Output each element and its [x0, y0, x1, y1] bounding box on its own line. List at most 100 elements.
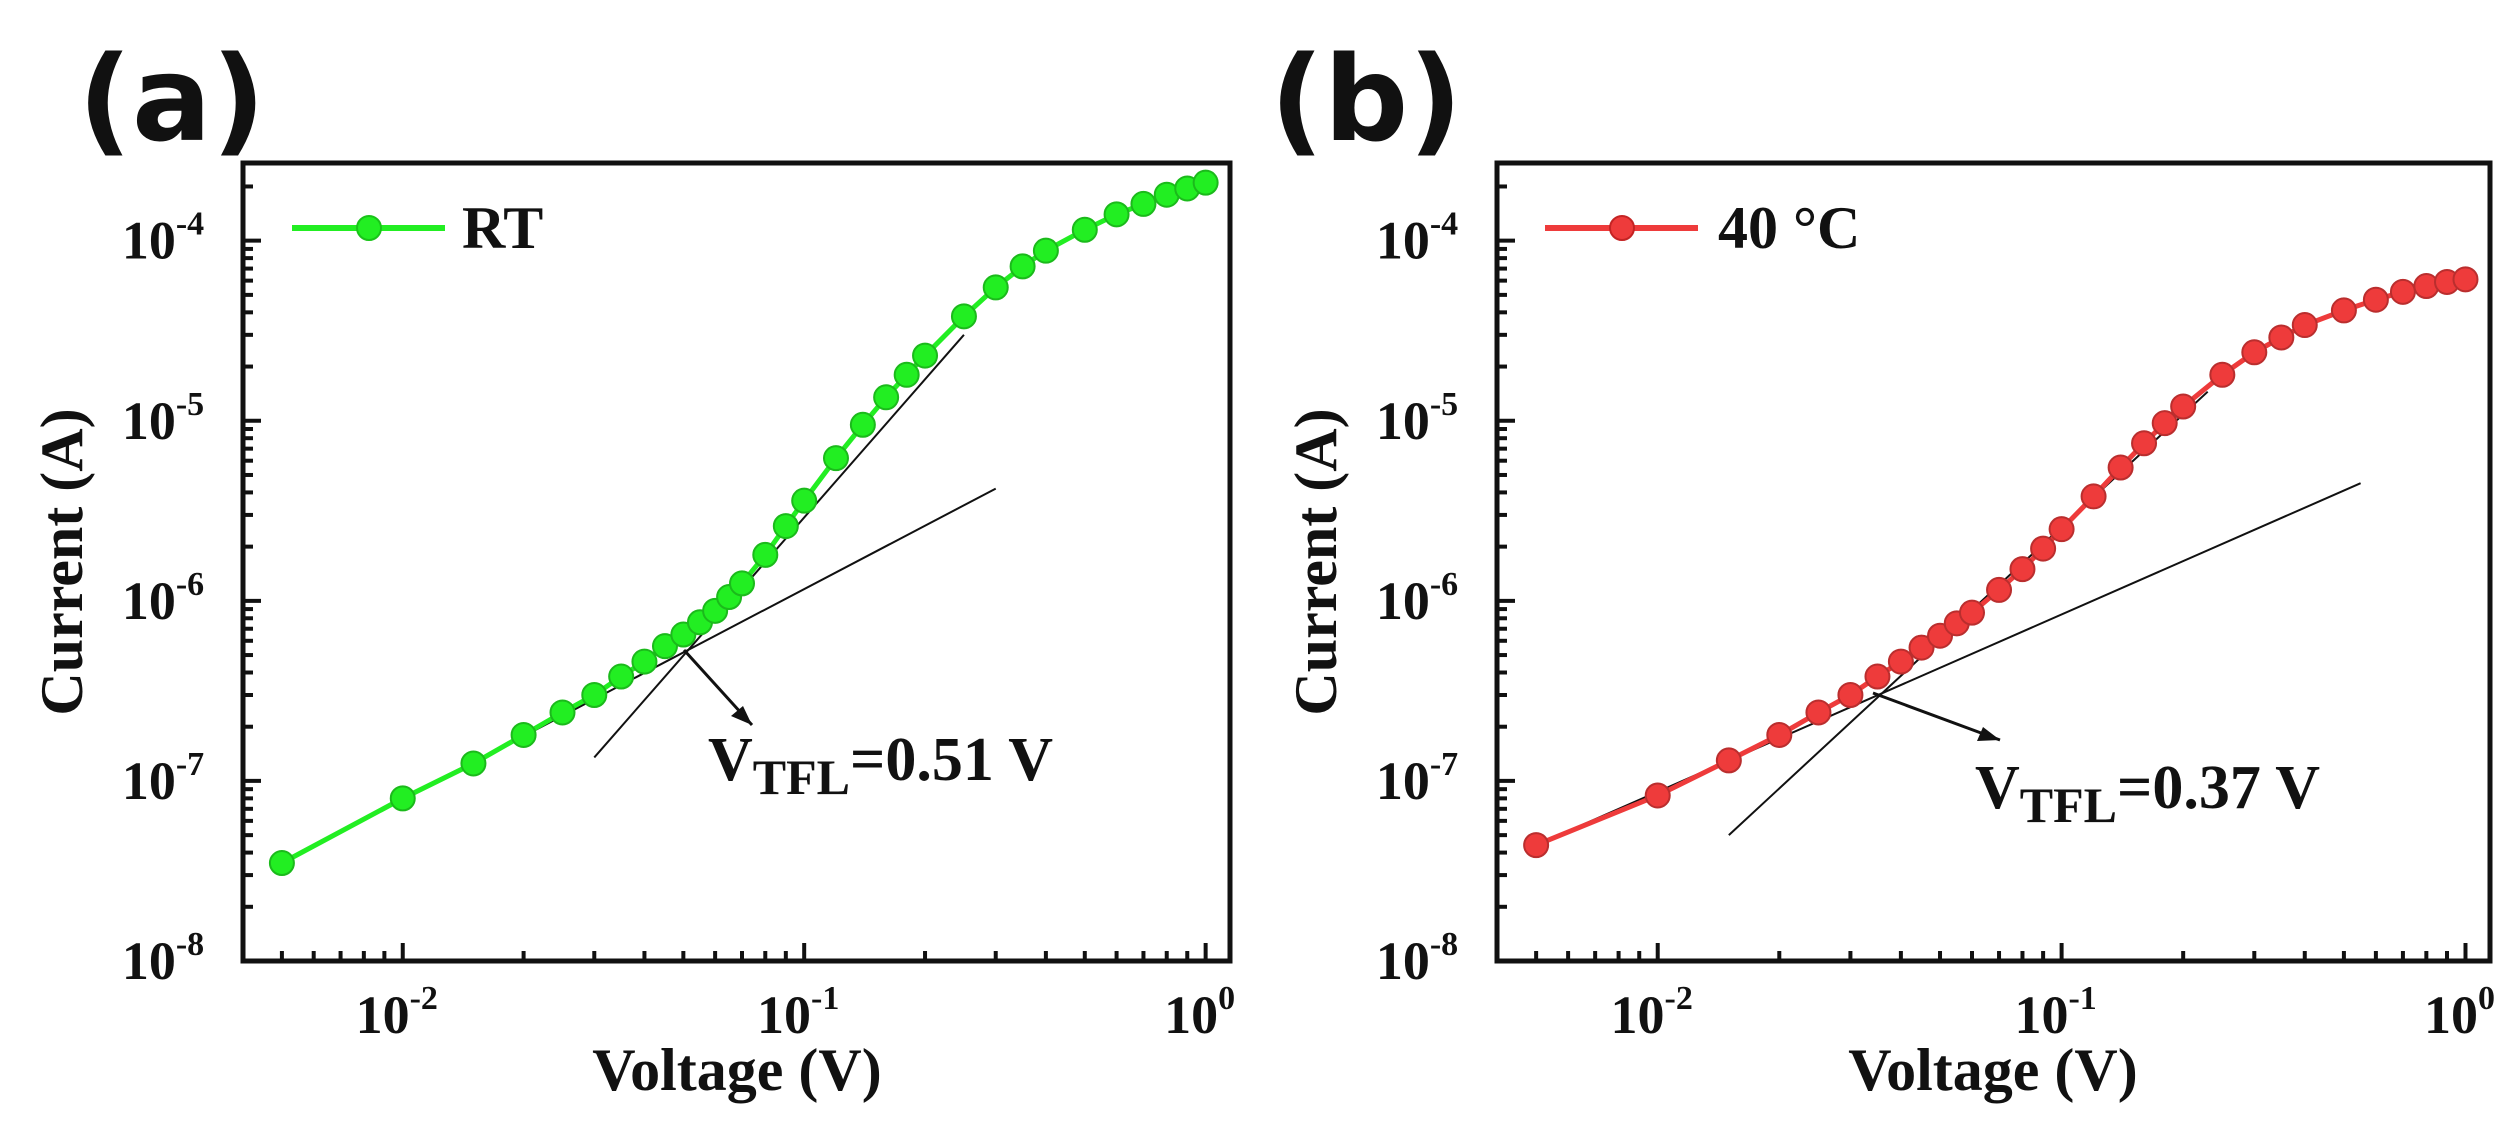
data-points [1523, 266, 2479, 859]
legend-label: RT [462, 195, 543, 261]
legend: 40 °C [1545, 195, 1860, 261]
data-point [2362, 286, 2389, 313]
data-point [1908, 634, 1935, 661]
data-point [822, 445, 849, 472]
data-point [1071, 216, 1098, 243]
data-point [1715, 747, 1742, 774]
x-axis-title: Voltage (V) [1848, 1037, 2137, 1103]
data-point [2009, 556, 2036, 583]
data-point [2209, 361, 2236, 388]
data-point [1644, 782, 1671, 809]
data-point [1103, 201, 1130, 228]
x-tick-label: 100 [1164, 980, 1235, 1045]
data-point [772, 513, 799, 540]
legend: RT [292, 195, 543, 261]
x-tick-label: 10-1 [757, 980, 839, 1045]
data-point [2268, 324, 2295, 351]
y-axis: 10-8 10-7 10-6 10-5 10-4 [1376, 184, 1515, 991]
y-axis: 10-8 10-7 10-6 10-5 10-4 [122, 184, 261, 991]
data-point [893, 361, 920, 388]
legend-label: 40 °C [1718, 195, 1860, 261]
annotation-arrow-head [1977, 727, 2000, 741]
data-point [2151, 410, 2178, 437]
data-point [1805, 699, 1832, 726]
data-point [510, 721, 537, 748]
x-tick-label: 10-2 [356, 980, 438, 1045]
data-point [912, 342, 939, 369]
data-point [1032, 237, 1059, 264]
data-point [581, 682, 608, 708]
data-point [950, 303, 977, 330]
plot-frame [1494, 160, 2493, 964]
data-points [268, 169, 1219, 877]
data-point [1130, 190, 1157, 217]
data-point [752, 541, 779, 568]
data-point [651, 633, 678, 660]
panel-label: (a) [78, 30, 266, 168]
data-point [631, 648, 658, 675]
y-tick-label: 10-6 [1376, 566, 1458, 631]
vtfl-annotation: VTFL=0.51 V [682, 648, 1053, 805]
y-tick-label: 10-8 [122, 926, 204, 991]
x-axis: 10-2 10-1 100 [241, 943, 1235, 1045]
data-point [2170, 393, 2197, 420]
data-point [1837, 682, 1864, 708]
data-point [849, 411, 876, 438]
y-tick-label: 10-7 [1376, 746, 1458, 811]
data-point [2452, 266, 2479, 293]
panel-b: (b) 10-8 10-7 10-6 10-5 10-4 10-2 10-1 100 Vol… [1270, 30, 2495, 1103]
data-point [389, 785, 416, 812]
data-point [2107, 454, 2134, 481]
data-point [2291, 312, 2318, 339]
data-point [1887, 648, 1914, 675]
plot-frame [240, 160, 1233, 964]
data-point [982, 274, 1009, 301]
legend-marker [356, 215, 382, 241]
data-point [1009, 253, 1036, 280]
fit-line [593, 334, 965, 759]
data-point [2330, 297, 2357, 324]
data-point [608, 663, 635, 690]
data-point [791, 487, 818, 514]
y-tick-label: 10-5 [1376, 386, 1458, 451]
y-tick-label: 10-8 [1376, 926, 1458, 991]
fit-line [1535, 482, 2362, 847]
data-point [2048, 516, 2075, 543]
y-tick-label: 10-6 [122, 566, 204, 631]
data-point [2080, 483, 2107, 510]
data-point [549, 699, 576, 726]
y-tick-label: 10-7 [122, 746, 204, 811]
data-point [1523, 832, 1550, 859]
data-point [873, 384, 900, 411]
annotation-arrow-line [1872, 691, 2001, 742]
x-axis-title: Voltage (V) [592, 1037, 881, 1103]
data-point [1766, 721, 1793, 748]
data-point [2389, 278, 2416, 305]
x-tick-label: 10-1 [2014, 980, 2096, 1045]
data-point [1986, 576, 2013, 603]
data-point [268, 850, 295, 877]
data-point [460, 750, 487, 777]
panel-label: (b) [1270, 30, 1462, 168]
y-tick-label: 10-4 [1376, 206, 1458, 271]
data-point [2030, 535, 2057, 562]
data-point [1864, 663, 1891, 690]
data-point [1192, 169, 1219, 196]
y-tick-label: 10-4 [122, 206, 204, 271]
vtfl-label: VTFL=0.37 V [1975, 754, 2320, 833]
legend-marker [1609, 215, 1635, 241]
vtfl-label: VTFL=0.51 V [708, 726, 1053, 805]
y-axis-title: Current (A) [1283, 408, 1349, 715]
data-point [729, 570, 756, 597]
annotation-arrow-head [731, 706, 752, 725]
x-tick-label: 10-2 [1611, 980, 1693, 1045]
panel-a: (a) 10-8 10-7 10-6 10-5 10-4 10-2 10-1 100 Vol… [29, 30, 1235, 1103]
y-tick-label: 10-5 [122, 386, 204, 451]
y-axis-title: Current (A) [29, 408, 95, 715]
x-tick-label: 100 [2424, 980, 2495, 1045]
x-axis: 10-2 10-1 100 [1495, 943, 2495, 1045]
data-point [1959, 599, 1986, 626]
data-point [2241, 339, 2268, 366]
data-point [2131, 430, 2158, 457]
